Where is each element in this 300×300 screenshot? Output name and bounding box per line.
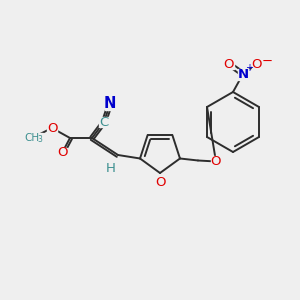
Bar (211, 157, 221, 166)
Bar (99, 117, 109, 127)
Bar (21, 133, 43, 143)
Text: C: C (99, 116, 109, 128)
Text: N: N (104, 97, 116, 112)
Bar (252, 59, 262, 69)
Text: O: O (224, 58, 234, 70)
Bar (47, 123, 57, 133)
Text: O: O (211, 155, 221, 168)
Bar (57, 148, 67, 158)
Text: CH: CH (24, 133, 40, 143)
Bar (105, 98, 115, 110)
Text: O: O (57, 146, 67, 160)
Text: 3: 3 (38, 135, 42, 144)
Text: N: N (237, 68, 249, 80)
Bar (238, 68, 248, 80)
Text: O: O (155, 176, 165, 188)
Text: O: O (252, 58, 262, 70)
Text: −: − (261, 55, 273, 68)
Bar (155, 177, 165, 187)
Text: O: O (47, 122, 57, 134)
Bar (106, 164, 116, 174)
Text: +: + (245, 63, 253, 73)
Bar (224, 59, 234, 69)
Text: H: H (106, 163, 116, 176)
